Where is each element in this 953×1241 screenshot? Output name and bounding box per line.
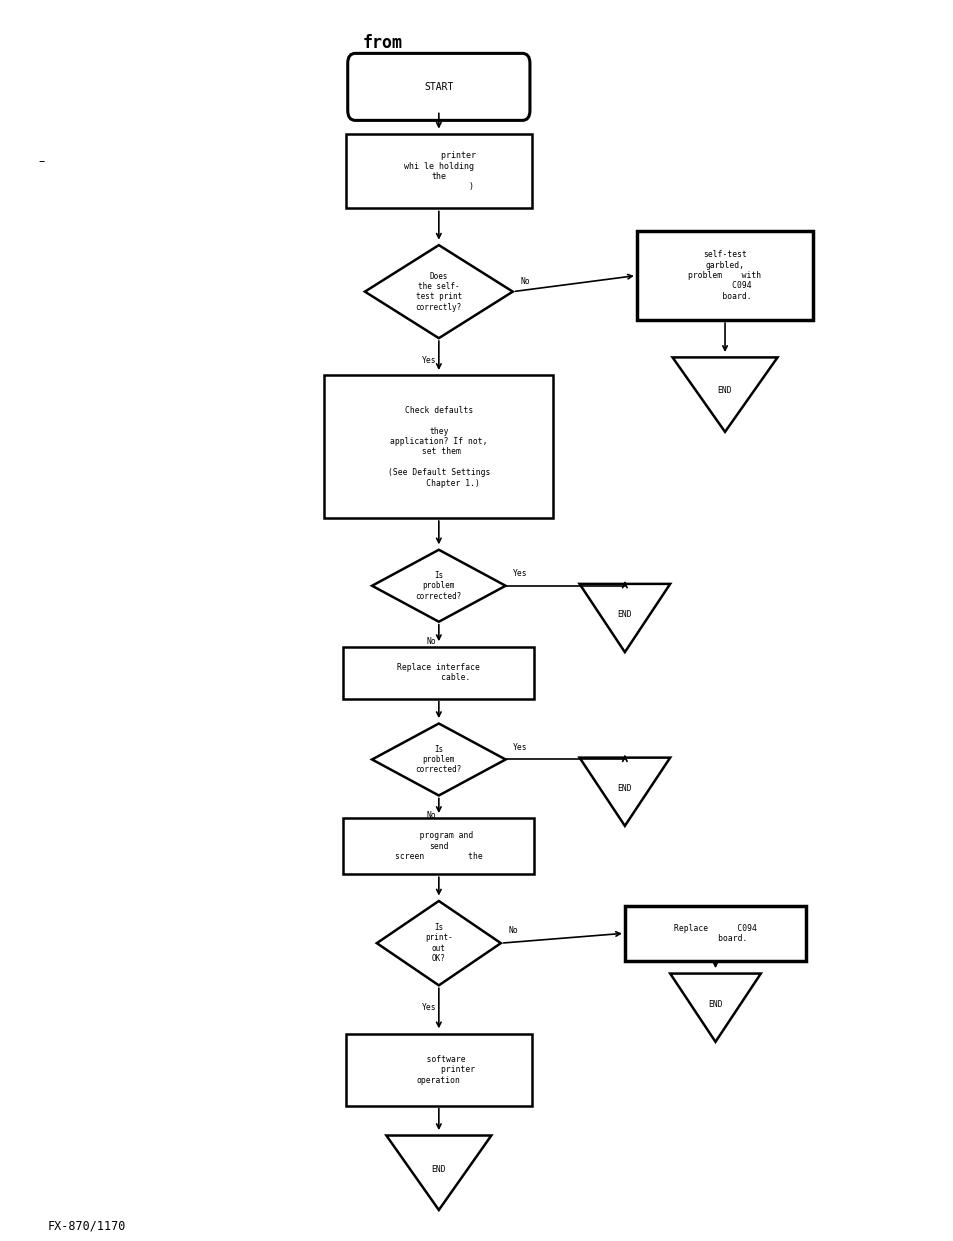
Bar [345,134,532,208]
Text: END: END [617,784,632,793]
Text: Does
the self-
test print
correctly?: Does the self- test print correctly? [416,272,461,311]
Text: END: END [617,611,632,619]
Polygon shape [672,357,777,432]
Bar [624,906,805,961]
Polygon shape [386,1136,491,1210]
Text: Yes: Yes [421,1003,436,1013]
Polygon shape [669,973,760,1042]
Text: No: No [508,926,517,936]
Polygon shape [372,724,505,795]
Text: Is
problem
corrected?: Is problem corrected? [416,571,461,601]
Bar [343,647,534,699]
Text: END: END [707,1000,722,1009]
Text: Is
print-
out
OK?: Is print- out OK? [424,923,453,963]
Text: END: END [717,386,732,396]
Text: No: No [426,637,436,647]
Text: FX-870/1170: FX-870/1170 [48,1220,126,1232]
Polygon shape [372,550,505,622]
Bar [343,819,534,874]
Bar [345,1034,532,1106]
FancyBboxPatch shape [348,53,530,120]
Text: Replace interface
       cable.: Replace interface cable. [397,663,479,683]
Text: Yes: Yes [513,742,527,752]
Text: No: No [520,277,530,287]
Polygon shape [578,757,669,827]
Text: Yes: Yes [421,356,436,365]
Text: No: No [426,810,436,820]
Polygon shape [376,901,500,985]
Text: from: from [362,35,402,52]
Text: Check defaults

they
application? If not,
 set them

(See Default Settings
     : Check defaults they application? If not,… [387,406,490,488]
Text: –: – [38,155,45,168]
Text: Replace      C094
       board.: Replace C094 board. [674,923,756,943]
Text: software
        printer
operation: software printer operation [402,1055,475,1085]
Text: END: END [431,1164,446,1174]
Polygon shape [578,585,669,653]
Bar [637,231,812,320]
Polygon shape [364,246,512,338]
Text: self-test
garbled,
problem    with
       C094
     board.: self-test garbled, problem with C094 boa… [688,251,760,300]
Text: printer
whi le holding
the
             ): printer whi le holding the ) [401,151,476,191]
Text: Is
problem
corrected?: Is problem corrected? [416,745,461,774]
Text: Yes: Yes [513,568,527,578]
Text: START: START [424,82,453,92]
Bar [324,375,553,519]
Text: program and
send
screen         the: program and send screen the [395,831,482,861]
